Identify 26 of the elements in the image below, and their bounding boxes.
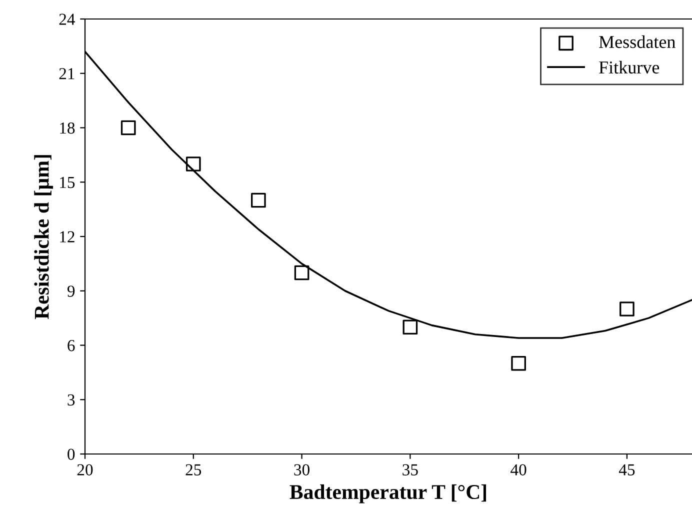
x-tick-label: 35 [402, 464, 418, 476]
point [294, 265, 310, 280]
y-tick-label: 0 [68, 448, 75, 460]
y-tick-label: 3 [68, 394, 75, 406]
y-tick-label: 18 [60, 122, 75, 134]
y-tick-label: 24 [59, 14, 76, 25]
point [511, 356, 526, 371]
x-tick-label: 30 [294, 464, 310, 476]
y-axis-title: Resistdicke d [µm] [34, 155, 54, 320]
x-tick-label: 40 [510, 464, 526, 476]
x-tick-label: 25 [186, 464, 202, 476]
y-tick-label: 21 [59, 68, 74, 80]
y-tick-label: 12 [60, 231, 74, 242]
legend-label: Messdaten [599, 35, 676, 48]
x-tick-label: 45 [618, 464, 635, 476]
point [186, 156, 201, 172]
x-axis-title: Badtemperatur T [°C] [290, 484, 486, 504]
point [251, 192, 266, 208]
point [620, 302, 634, 316]
y-tick-label: 9 [67, 286, 75, 297]
y-tick-label: 15 [60, 176, 75, 188]
x-tick-label: 20 [77, 464, 93, 476]
legend-label: Fitkurve [599, 60, 660, 74]
y-tick-label: 6 [68, 340, 75, 352]
point [120, 120, 136, 136]
point [402, 320, 418, 335]
